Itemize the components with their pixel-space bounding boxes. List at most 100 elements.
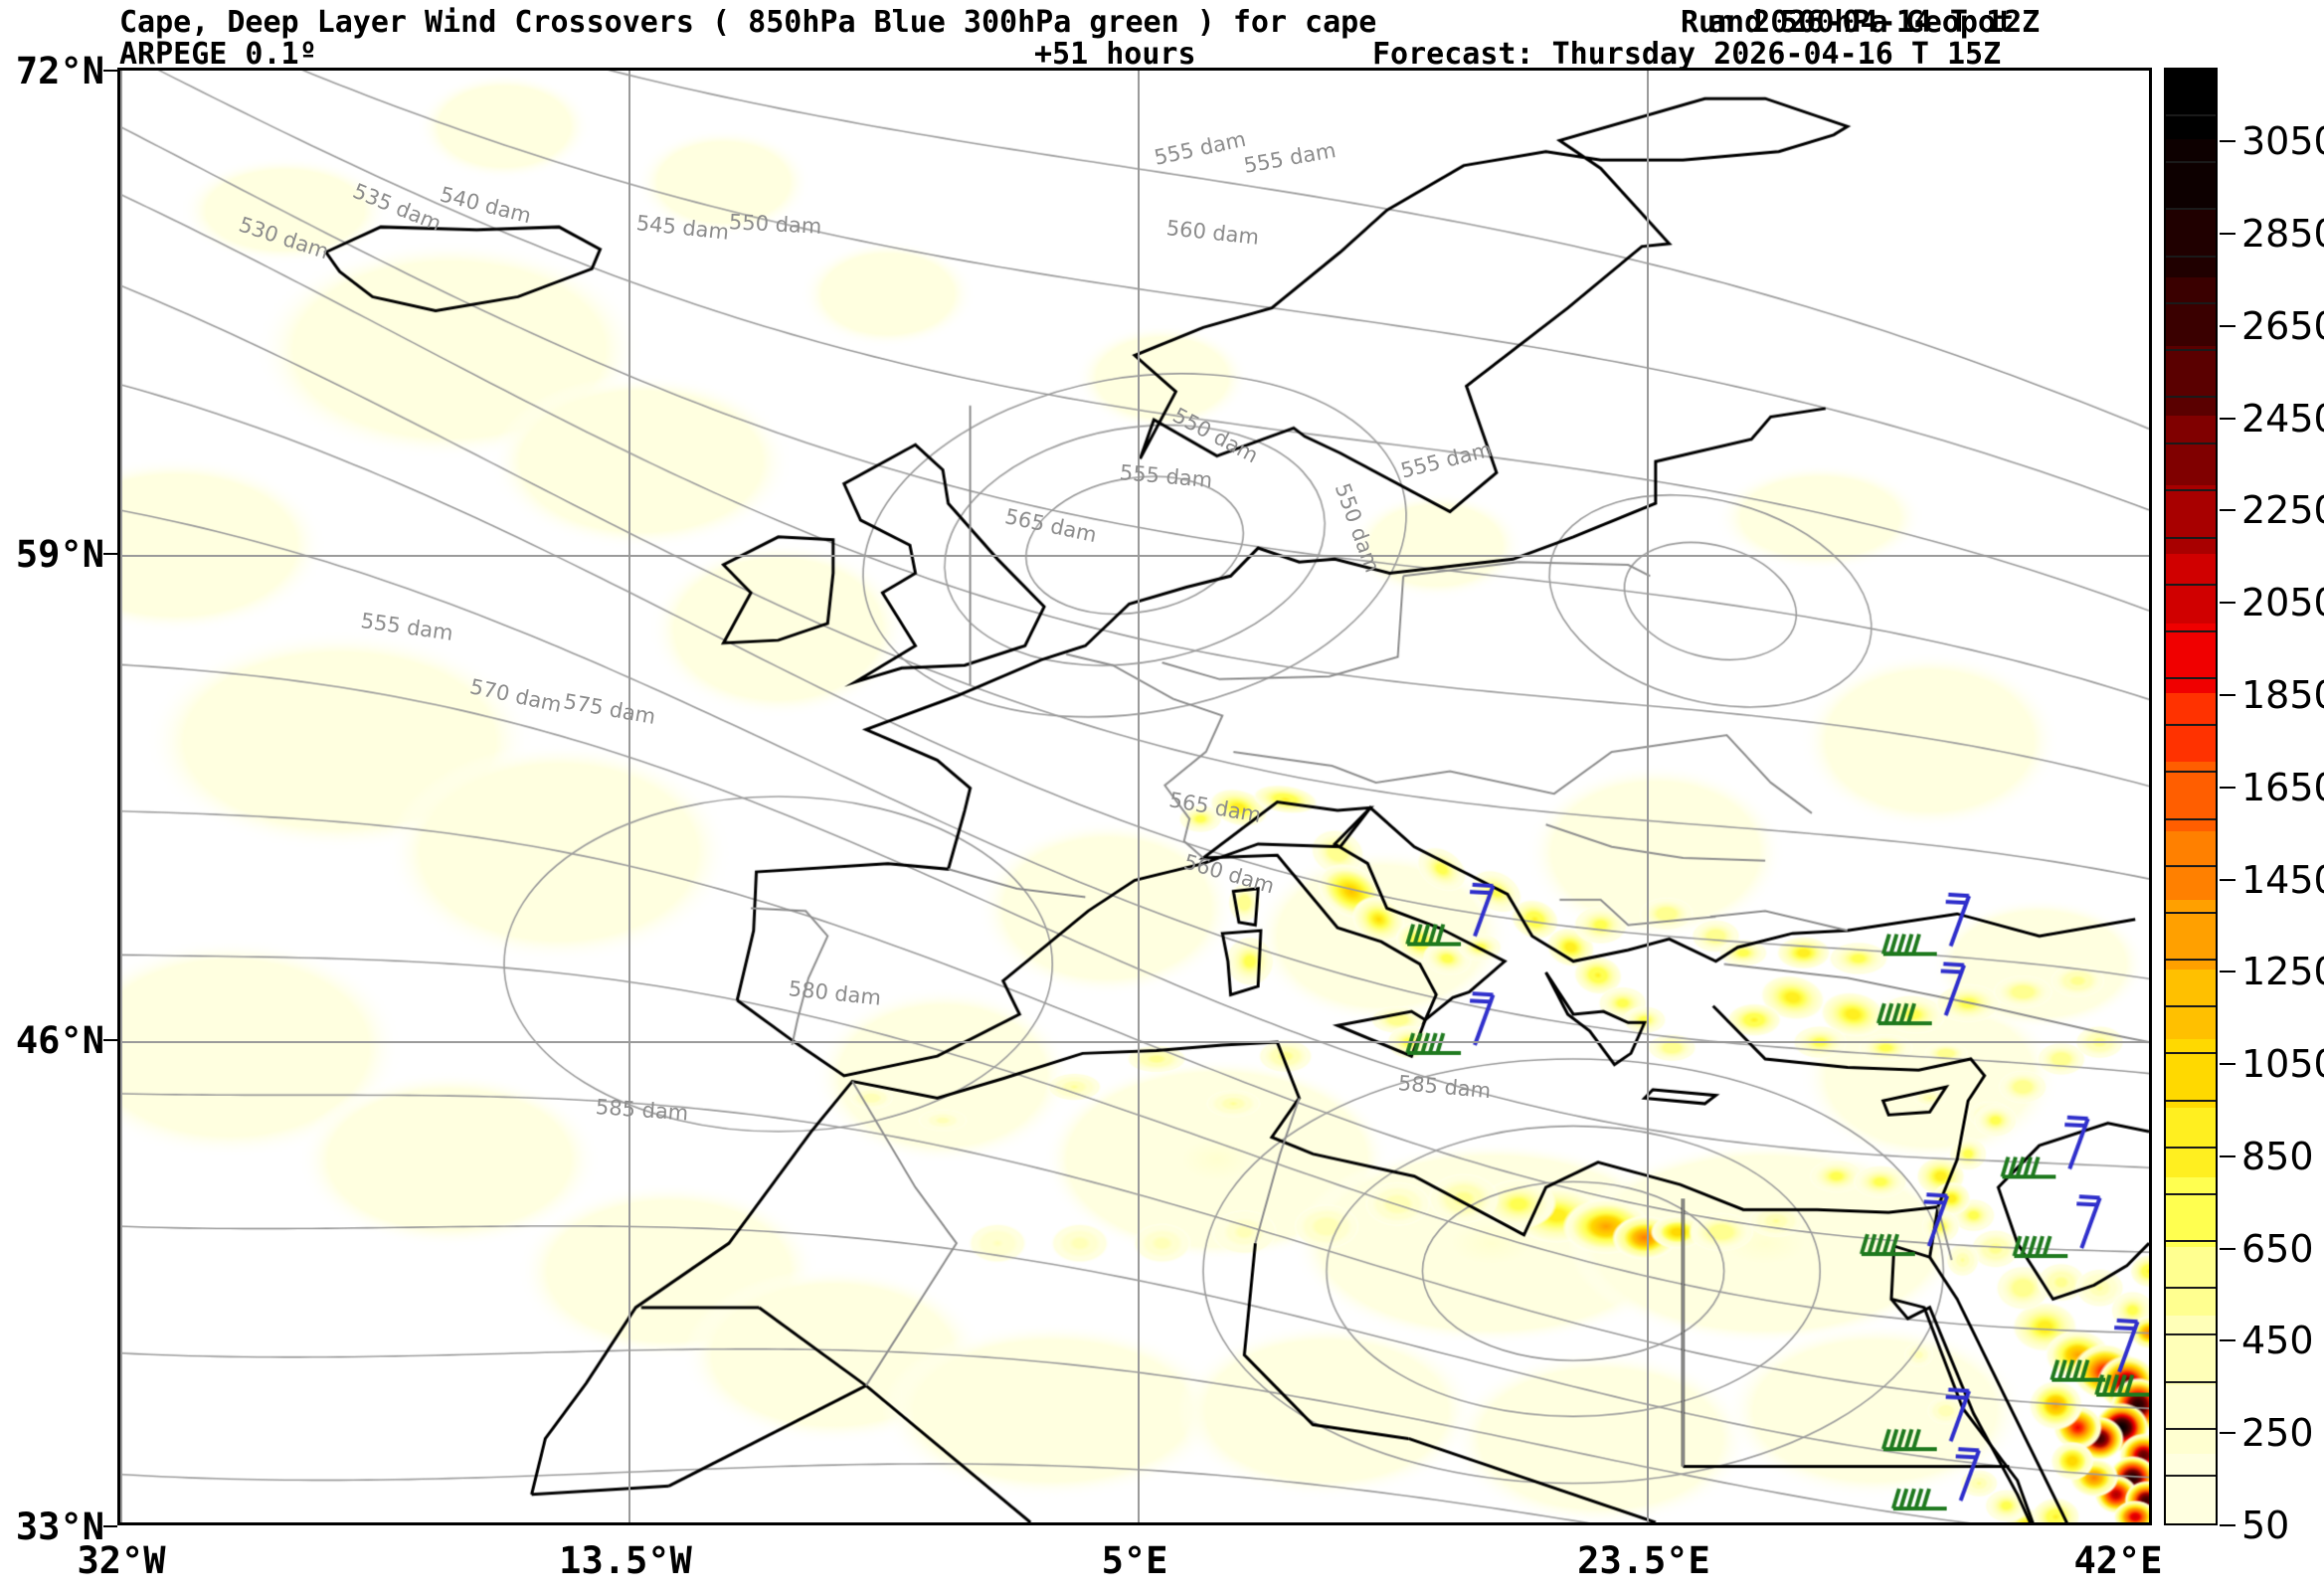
colorbar-segment — [2166, 1176, 2216, 1247]
colorbar-tick — [2220, 1247, 2235, 1250]
colorbar-segment — [2166, 1107, 2216, 1177]
colorbar-level-line — [2166, 114, 2216, 117]
colorbar-level-line — [2166, 1052, 2216, 1055]
x-tick-label-32W: 32°W — [77, 1539, 166, 1582]
colorbar-tick — [2220, 140, 2235, 143]
graticule-59N — [120, 555, 2149, 557]
colorbar-level-line — [2166, 724, 2216, 727]
colorbar-level-line — [2166, 396, 2216, 399]
colorbar-tick — [2220, 1524, 2235, 1526]
graticule-46N — [120, 1041, 2149, 1043]
colorbar-segment — [2166, 969, 2216, 1039]
colorbar-level-line — [2166, 583, 2216, 586]
colorbar-level-line — [2166, 1240, 2216, 1243]
x-tick-label-23-5E: 23.5°E — [1577, 1539, 1710, 1582]
colorbar-level-line — [2166, 536, 2216, 539]
colorbar-level-line — [2166, 817, 2216, 820]
colorbar-level-line — [2166, 1380, 2216, 1383]
colorbar-segment — [2166, 691, 2216, 763]
colorbar-tick — [2220, 1154, 2235, 1157]
colorbar-tick-label-250: 250 — [2241, 1411, 2314, 1456]
colorbar-segment — [2166, 207, 2216, 277]
colorbar-gradient — [2166, 69, 2216, 1523]
colorbar-tick-label-1450: 1450 — [2241, 857, 2324, 902]
colorbar-level-line — [2166, 1192, 2216, 1195]
colorbar-tick-label-2650: 2650 — [2241, 303, 2324, 348]
chart-forecast-label: Forecast: Thursday 2026-04-16 T 15Z — [1372, 37, 2002, 72]
colorbar-tick — [2220, 1339, 2235, 1342]
chart-model-label: ARPEGE 0.1º — [119, 37, 317, 72]
colorbar — [2164, 68, 2218, 1525]
colorbar-segment — [2166, 1038, 2216, 1109]
colorbar-level-line — [2166, 1099, 2216, 1102]
colorbar-segment — [2166, 69, 2216, 139]
colorbar-level-line — [2166, 911, 2216, 914]
colorbar-tick-label-2450: 2450 — [2241, 396, 2324, 441]
colorbar-level-line — [2166, 864, 2216, 867]
colorbar-tick — [2220, 878, 2235, 881]
colorbar-segment — [2166, 622, 2216, 693]
colorbar-segment — [2166, 415, 2216, 485]
y-tick-label-46N: 46°N — [15, 1019, 104, 1062]
map-plot-area: 530 dam 535 dam 540 dam 545 dam 550 dam 555 d… — [117, 68, 2152, 1525]
colorbar-level-line — [2166, 1146, 2216, 1149]
x-tick-label-5E: 5°E — [1101, 1539, 1168, 1582]
y-tick-label-33°N: 33°N — [15, 1506, 104, 1548]
colorbar-level-line — [2166, 255, 2216, 258]
chart-title-run: Run 2026-04-14 T 12Z and 500hPa Geopot — [1681, 5, 2041, 40]
x-tick-label-42E: 42°E — [2073, 1539, 2163, 1582]
chart-lead-time: +51 hours — [1034, 37, 1196, 72]
colorbar-segment — [2166, 484, 2216, 555]
colorbar-level-line — [2166, 1427, 2216, 1430]
colorbar-level-line — [2166, 161, 2216, 164]
colorbar-tick-label-450: 450 — [2241, 1319, 2314, 1363]
colorbar-segment — [2166, 899, 2216, 971]
graticule-13-5W — [628, 71, 630, 1522]
colorbar-tick — [2220, 971, 2235, 974]
chart-title-main: Cape, Deep Layer Wind Crossovers ( 850hP… — [119, 5, 1377, 40]
colorbar-level-line — [2166, 1287, 2216, 1290]
cape-heatmap-canvas — [120, 71, 2149, 1522]
chart-title-geopot: and 500hPa Geopot — [1708, 5, 2015, 40]
colorbar-level-line — [2166, 1005, 2216, 1008]
graticule-23-5E — [1647, 71, 1649, 1522]
colorbar-tick-label-1850: 1850 — [2241, 672, 2324, 717]
colorbar-segment — [2166, 276, 2216, 347]
colorbar-tick-label-1050: 1050 — [2241, 1042, 2324, 1087]
colorbar-tick — [2220, 693, 2235, 696]
colorbar-segment — [2166, 138, 2216, 209]
colorbar-tick — [2220, 786, 2235, 789]
colorbar-tick-label-1650: 1650 — [2241, 765, 2324, 809]
colorbar-tick — [2220, 1432, 2235, 1435]
colorbar-level-line — [2166, 629, 2216, 632]
colorbar-level-line — [2166, 677, 2216, 680]
contour-label: 550 dam — [728, 210, 822, 239]
colorbar-tick — [2220, 1063, 2235, 1066]
colorbar-tick-label-850: 850 — [2241, 1134, 2314, 1178]
colorbar-segment — [2166, 1245, 2216, 1317]
colorbar-segment — [2166, 1453, 2216, 1523]
colorbar-level-line — [2166, 208, 2216, 211]
colorbar-tick — [2220, 324, 2235, 327]
colorbar-tick-label-1250: 1250 — [2241, 950, 2324, 994]
colorbar-tick-label-2050: 2050 — [2241, 581, 2324, 625]
colorbar-segment — [2166, 1384, 2216, 1455]
y-tick-label-59N: 59°N — [15, 533, 104, 576]
colorbar-tick-label-650: 650 — [2241, 1226, 2314, 1271]
x-tick-label-13-5W: 13.5°W — [559, 1539, 692, 1582]
y-tick-label-72N: 72°N — [15, 50, 104, 92]
colorbar-level-line — [2166, 301, 2216, 304]
colorbar-level-line — [2166, 443, 2216, 445]
colorbar-segment — [2166, 1315, 2216, 1385]
colorbar-tick — [2220, 233, 2235, 235]
colorbar-level-line — [2166, 959, 2216, 962]
colorbar-tick-label-3050: 3050 — [2241, 119, 2324, 164]
colorbar-segment — [2166, 345, 2216, 417]
graticule-5E — [1138, 71, 1140, 1522]
colorbar-tick-label-2850: 2850 — [2241, 212, 2324, 256]
colorbar-level-line — [2166, 1474, 2216, 1477]
colorbar-segment — [2166, 553, 2216, 623]
colorbar-tick-label-50: 50 — [2241, 1504, 2290, 1547]
colorbar-level-line — [2166, 1333, 2216, 1336]
colorbar-level-line — [2166, 771, 2216, 774]
